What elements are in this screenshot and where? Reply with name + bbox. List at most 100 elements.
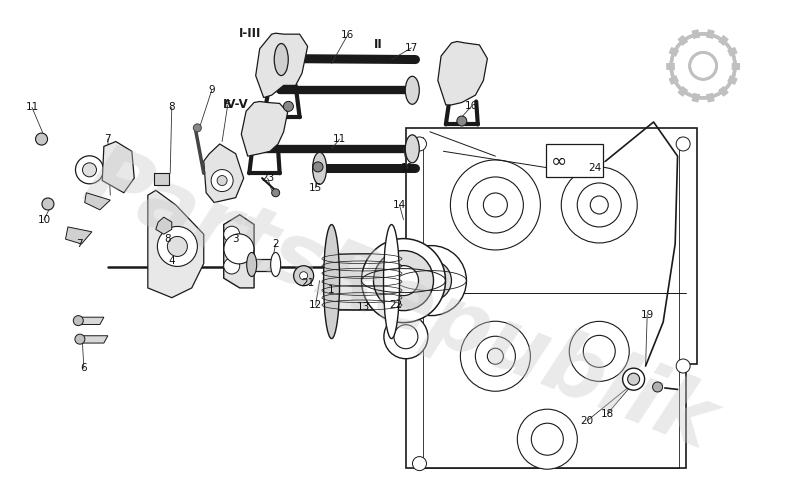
Text: 8: 8 bbox=[169, 102, 175, 112]
Circle shape bbox=[577, 183, 622, 227]
Circle shape bbox=[483, 193, 507, 217]
Text: 6: 6 bbox=[81, 364, 87, 373]
Circle shape bbox=[583, 335, 615, 367]
Circle shape bbox=[475, 336, 515, 376]
Text: 11: 11 bbox=[401, 163, 414, 173]
Circle shape bbox=[517, 409, 578, 469]
Circle shape bbox=[75, 334, 85, 344]
Circle shape bbox=[676, 359, 690, 373]
Circle shape bbox=[467, 177, 523, 233]
Polygon shape bbox=[102, 142, 134, 193]
Circle shape bbox=[671, 34, 735, 98]
Text: 13: 13 bbox=[357, 303, 370, 312]
Circle shape bbox=[224, 226, 240, 242]
Polygon shape bbox=[252, 259, 276, 271]
Text: 17: 17 bbox=[405, 43, 418, 53]
Text: 7: 7 bbox=[105, 134, 111, 144]
Circle shape bbox=[653, 382, 662, 392]
Circle shape bbox=[82, 163, 97, 177]
Circle shape bbox=[590, 196, 608, 214]
Circle shape bbox=[411, 261, 451, 301]
Circle shape bbox=[284, 102, 293, 111]
Text: 5: 5 bbox=[225, 100, 231, 110]
Circle shape bbox=[224, 258, 240, 274]
Circle shape bbox=[217, 176, 227, 185]
Text: 19: 19 bbox=[641, 310, 654, 320]
Polygon shape bbox=[82, 336, 108, 343]
Circle shape bbox=[74, 316, 83, 325]
Polygon shape bbox=[224, 215, 254, 288]
Text: 10: 10 bbox=[38, 215, 50, 224]
Circle shape bbox=[167, 237, 188, 256]
Polygon shape bbox=[156, 217, 172, 234]
Text: 8: 8 bbox=[165, 234, 171, 244]
Text: 24: 24 bbox=[589, 163, 602, 173]
Polygon shape bbox=[438, 41, 487, 105]
Ellipse shape bbox=[271, 252, 280, 277]
Circle shape bbox=[300, 272, 308, 280]
Text: 3: 3 bbox=[233, 234, 239, 244]
Ellipse shape bbox=[405, 135, 419, 163]
Circle shape bbox=[457, 116, 467, 126]
Circle shape bbox=[460, 321, 531, 391]
Text: 9: 9 bbox=[209, 85, 215, 95]
Circle shape bbox=[75, 156, 104, 184]
Ellipse shape bbox=[312, 152, 327, 184]
Circle shape bbox=[313, 162, 323, 172]
Circle shape bbox=[42, 198, 54, 210]
Text: 2: 2 bbox=[272, 239, 279, 249]
Circle shape bbox=[211, 169, 233, 192]
Circle shape bbox=[690, 52, 717, 80]
Text: 23: 23 bbox=[261, 173, 274, 183]
Polygon shape bbox=[80, 317, 104, 325]
Circle shape bbox=[394, 325, 418, 349]
Circle shape bbox=[451, 160, 540, 250]
Polygon shape bbox=[241, 102, 288, 156]
Circle shape bbox=[388, 265, 419, 296]
Circle shape bbox=[412, 137, 427, 151]
Bar bbox=[546, 144, 603, 177]
Text: PartsRepublik: PartsRepublik bbox=[73, 138, 726, 467]
Ellipse shape bbox=[384, 224, 400, 339]
Text: 15: 15 bbox=[309, 183, 322, 193]
Polygon shape bbox=[204, 144, 244, 203]
Text: 18: 18 bbox=[601, 409, 614, 419]
Polygon shape bbox=[256, 33, 308, 98]
Text: I-III: I-III bbox=[239, 27, 261, 40]
Circle shape bbox=[373, 251, 434, 310]
Text: 16: 16 bbox=[341, 30, 354, 40]
Text: 4: 4 bbox=[169, 256, 175, 266]
Text: 21: 21 bbox=[301, 278, 314, 288]
Circle shape bbox=[531, 423, 563, 455]
Ellipse shape bbox=[405, 76, 419, 104]
Text: 16: 16 bbox=[465, 102, 478, 111]
Ellipse shape bbox=[274, 43, 288, 76]
Text: 12: 12 bbox=[309, 300, 322, 310]
Circle shape bbox=[384, 315, 428, 359]
Text: 14: 14 bbox=[393, 200, 406, 210]
Polygon shape bbox=[332, 254, 392, 310]
Circle shape bbox=[361, 239, 446, 323]
Circle shape bbox=[272, 189, 280, 197]
Ellipse shape bbox=[324, 224, 340, 339]
Circle shape bbox=[396, 245, 467, 316]
Polygon shape bbox=[154, 173, 169, 185]
Circle shape bbox=[224, 234, 254, 264]
Text: ∞: ∞ bbox=[551, 152, 567, 170]
Circle shape bbox=[412, 457, 427, 470]
Circle shape bbox=[487, 348, 503, 364]
Polygon shape bbox=[85, 193, 110, 210]
Text: 7: 7 bbox=[77, 239, 83, 249]
Text: 11: 11 bbox=[26, 102, 38, 112]
Circle shape bbox=[35, 133, 48, 145]
Circle shape bbox=[622, 368, 645, 390]
Circle shape bbox=[676, 137, 690, 151]
Circle shape bbox=[157, 226, 197, 266]
Text: II: II bbox=[374, 39, 383, 51]
Text: 11: 11 bbox=[333, 134, 346, 144]
Text: 22: 22 bbox=[389, 300, 402, 310]
Circle shape bbox=[193, 124, 201, 132]
Polygon shape bbox=[66, 227, 92, 244]
Polygon shape bbox=[406, 128, 697, 468]
Text: 20: 20 bbox=[581, 416, 594, 426]
